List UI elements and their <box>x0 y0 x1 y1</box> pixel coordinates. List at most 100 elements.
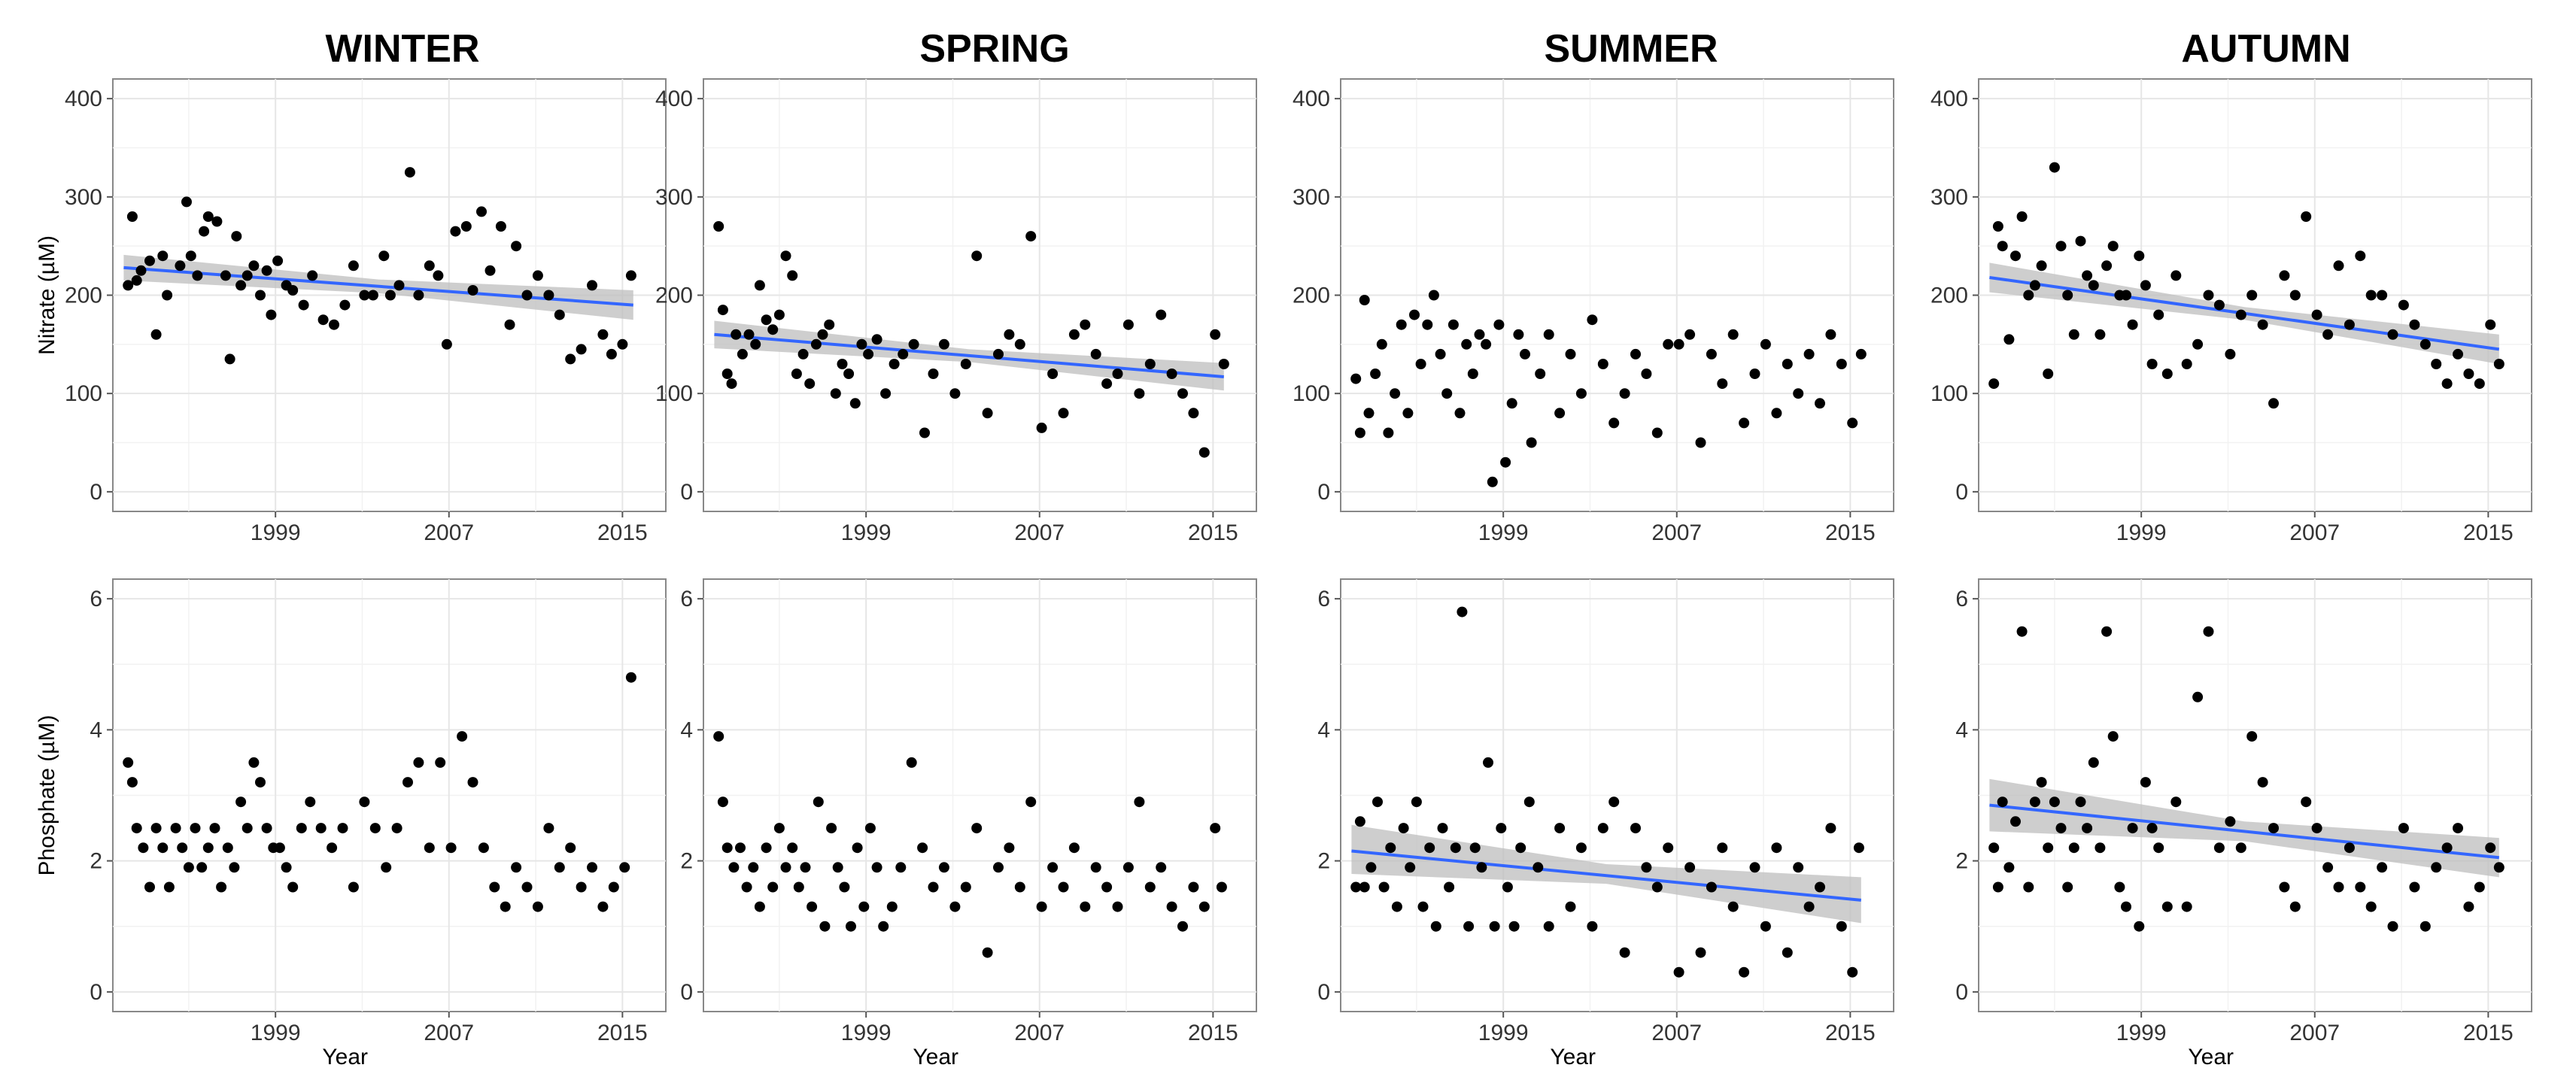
nitrate-spring-data-point <box>898 348 909 359</box>
nitrate-autumn-data-point <box>2121 290 2131 301</box>
phosphate-autumn-data-point <box>2377 862 2388 873</box>
phosphate-spring-data-point <box>826 823 837 834</box>
nitrate-summer-data-point <box>1454 408 1466 419</box>
nitrate-winter-data-point <box>495 221 506 232</box>
phosphate-summer-data-point <box>1496 823 1507 834</box>
phosphate-spring-data-point <box>917 842 928 854</box>
phosphate-summer-data-point <box>1575 842 1587 854</box>
phosphate-summer-data-point <box>1502 881 1513 893</box>
phosphate-autumn-data-point <box>2075 796 2086 808</box>
nitrate-winter-data-point <box>255 290 266 301</box>
nitrate-summer-data-point <box>1500 457 1511 468</box>
nitrate-spring-data-point <box>938 338 949 350</box>
nitrate-summer-data-point <box>1513 329 1524 340</box>
nitrate-summer-data-point <box>1793 388 1804 399</box>
phosphate-autumn-data-point <box>2153 842 2164 854</box>
nitrate-summer-data-point <box>1771 408 1782 419</box>
phosphate-winter-data-point <box>144 881 155 893</box>
nitrate-autumn-ytick-label: 100 <box>1930 381 1968 406</box>
nitrate-winter-data-point <box>404 167 415 178</box>
phosphate-winter-panel: 1999 2007 2015 0 2 4 6 Phosphate (µM) Year <box>35 578 667 1069</box>
nitrate-summer-data-point <box>1370 369 1381 379</box>
nitrate-winter-data-point <box>467 285 478 296</box>
nitrate-summer-data-point <box>1673 338 1684 350</box>
nitrate-summer-data-point <box>1435 348 1446 359</box>
nitrate-spring-data-point <box>1166 369 1177 379</box>
phosphate-autumn-data-point <box>2420 921 2431 932</box>
nitrate-winter-data-point <box>192 270 203 281</box>
phosphate-spring-data-point <box>1047 862 1059 873</box>
phosphate-summer-data-point <box>1430 921 1441 932</box>
phosphate-autumn-panel: 1999 2007 2015 0 2 4 6 Year <box>1955 578 2532 1069</box>
nitrate-summer-data-point <box>1597 359 1608 369</box>
nitrate-spring-data-point <box>830 388 841 399</box>
phosphate-summer-data-point <box>1684 862 1696 873</box>
nitrate-winter-data-point <box>202 211 214 222</box>
nitrate-autumn-xtick-label: 1999 <box>2116 520 2167 545</box>
phosphate-autumn-data-point <box>2268 823 2279 834</box>
phosphate-summer-data-point <box>1350 881 1362 893</box>
phosphate-spring-data-point <box>949 901 961 912</box>
phosphate-spring-data-point <box>1216 881 1227 893</box>
phosphate-winter-data-point <box>296 823 307 834</box>
nitrate-summer-data-point <box>1415 359 1426 369</box>
nitrate-summer-data-point <box>1836 359 1847 369</box>
nitrate-autumn-data-point <box>2016 211 2028 222</box>
nitrate-winter-data-point <box>359 290 370 301</box>
nitrate-winter-data-point <box>220 270 231 281</box>
phosphate-autumn-data-point <box>2213 842 2225 854</box>
phosphate-autumn-data-point <box>2257 777 2268 788</box>
phosphate-summer-data-point <box>1457 606 1468 617</box>
nitrate-summer-xtick-label: 2007 <box>1651 520 1702 545</box>
nitrate-winter-ytick-label: 100 <box>65 381 102 406</box>
nitrate-summer-data-point <box>1390 388 1401 399</box>
nitrate-spring-data-point <box>960 359 971 369</box>
nitrate-summer-data-point <box>1565 348 1576 359</box>
phosphate-autumn-data-point <box>2441 842 2453 854</box>
nitrate-summer-data-point <box>1350 373 1362 384</box>
nitrate-winter-data-point <box>521 290 533 301</box>
phosphate-autumn-data-point <box>1997 796 2008 808</box>
nitrate-summer-xtick-label: 1999 <box>1478 520 1529 545</box>
nitrate-winter-data-point <box>576 344 587 355</box>
phosphate-autumn-data-point <box>2493 862 2505 873</box>
phosphate-autumn-data-point <box>2140 777 2151 788</box>
phosphate-summer-data-point <box>1476 862 1487 873</box>
nitrate-winter-data-point <box>532 270 543 281</box>
nitrate-summer-data-point <box>1487 476 1498 487</box>
phosphate-summer-data-point <box>1359 881 1370 893</box>
nitrate-autumn-data-point <box>2082 270 2093 281</box>
nitrate-spring-data-point <box>1080 319 1091 330</box>
phosphate-autumn-data-point <box>2010 816 2021 827</box>
phosphate-autumn-data-point <box>2289 901 2301 912</box>
nitrate-summer-data-point <box>1359 295 1370 305</box>
nitrate-winter-ytick-label: 0 <box>90 480 102 505</box>
nitrate-summer-data-point <box>1760 338 1771 350</box>
phosphate-autumn-data-point <box>2121 901 2131 912</box>
nitrate-spring-data-point <box>797 348 809 359</box>
nitrate-spring-data-point <box>810 338 822 350</box>
nitrate-autumn-ytick-label: 300 <box>1930 185 1968 210</box>
phosphate-spring-xtick-label: 1999 <box>841 1021 892 1045</box>
nitrate-winter-ytick-label: 300 <box>65 185 102 210</box>
phosphate-autumn-ytick-label: 6 <box>1955 587 1968 611</box>
phosphate-winter-data-point <box>305 796 316 808</box>
nitrate-winter-data-point <box>504 319 515 330</box>
nitrate-autumn-data-point <box>2333 260 2344 272</box>
nitrate-autumn-data-point <box>2474 378 2485 390</box>
phosphate-spring-data-point <box>871 862 882 873</box>
nitrate-autumn-data-point <box>2441 378 2453 390</box>
phosphate-spring-data-point <box>1101 881 1113 893</box>
nitrate-summer-data-point <box>1354 427 1365 438</box>
nitrate-spring-data-point <box>949 388 961 399</box>
nitrate-spring-data-point <box>928 369 939 379</box>
nitrate-autumn-data-point <box>1997 241 2008 252</box>
phosphate-winter-data-point <box>281 862 292 873</box>
phosphate-winter-data-point <box>457 731 468 742</box>
phosphate-autumn-data-point <box>2016 626 2028 637</box>
nitrate-winter-data-point <box>298 299 309 311</box>
phosphate-winter-y-axis-title: Phosphate (µM) <box>35 714 59 875</box>
phosphate-winter-data-point <box>337 823 348 834</box>
nitrate-winter-data-point <box>413 290 424 301</box>
phosphate-spring-data-point <box>773 823 785 834</box>
